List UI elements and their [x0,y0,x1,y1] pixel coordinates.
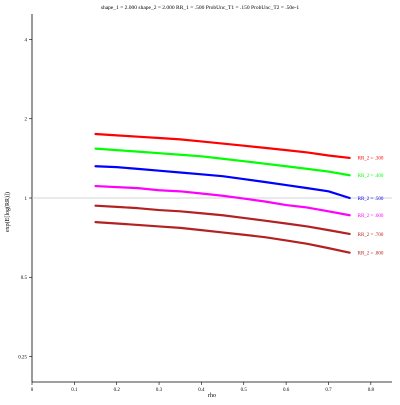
series-label: RR_2 = .300 [358,157,384,162]
x-tick-label: 0.8 [368,388,375,393]
series-label: RR_2 = .400 [358,174,384,179]
x-tick-label: 0.7 [325,388,332,393]
x-axis-label: rho [208,393,216,399]
x-tick-label: 0.5 [241,388,248,393]
y-axis-label: exp(E[log(RR)]) [4,192,11,232]
series-layer [94,132,351,254]
series-line [94,165,351,200]
y-tick-label: 4 [25,38,28,43]
series-label: RR_2 = .700 [358,233,384,238]
y-tick-label: 0.25 [18,355,27,360]
y-axis: 0.25 0.5 1 2 4 [18,38,32,360]
series-line [94,204,351,236]
x-tick-label: 0.3 [156,388,163,393]
y-tick-label: 0.5 [21,276,28,281]
x-axis: 0 0.1 0.2 0.3 0.4 0.5 0.6 0.7 0.8 [31,382,375,393]
x-tick-label: 0.1 [71,388,78,393]
series-line [94,220,351,254]
series-label: RR_2 = .500 [358,197,384,202]
x-tick-label: 0.6 [283,388,290,393]
series-label-layer: RR_2 = .300 RR_2 = .400 RR_2 = .500 RR_2 = … [358,157,384,257]
x-tick-label: 0.2 [114,388,121,393]
y-tick-label: 1 [25,197,28,202]
series-label: RR_2 = .800 [358,251,384,256]
y-tick-label: 2 [25,118,28,123]
series-label: RR_2 = .600 [358,214,384,219]
series-line [94,132,351,160]
x-tick-label: 0 [31,388,34,393]
chart-title: shape_1 = 2.000 shape_2 = 2.000 RR_1 = .… [101,5,300,11]
series-line [94,184,351,217]
x-tick-label: 0.4 [198,388,205,393]
series-line [94,147,351,177]
